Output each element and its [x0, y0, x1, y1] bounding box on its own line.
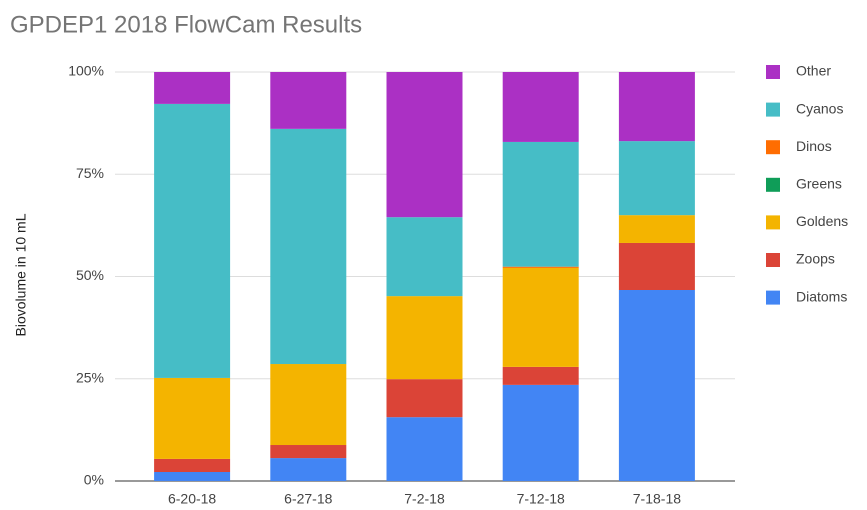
bar-segment — [502, 267, 579, 367]
legend-swatch — [766, 290, 780, 305]
legend-label: Goldens — [796, 213, 848, 229]
bar-segment — [502, 141, 579, 267]
bar-segment — [154, 472, 231, 481]
y-tick-label: 0% — [84, 472, 104, 488]
bar-segment — [386, 379, 463, 418]
bar-segment — [386, 217, 463, 297]
legend-swatch — [766, 215, 780, 230]
bar-segment — [502, 72, 579, 142]
legend-swatch — [766, 253, 780, 267]
bar-segment — [386, 296, 463, 380]
y-tick-label: 50% — [76, 267, 104, 283]
bar-segment — [386, 417, 463, 481]
legend-swatch — [766, 140, 780, 155]
bar-segment — [270, 128, 347, 365]
x-tick-label: 7-2-18 — [404, 491, 445, 507]
bar-segment — [154, 458, 231, 473]
bar-segment — [618, 242, 695, 290]
y-axis-title: Biovolume in 10 mL — [13, 213, 29, 336]
bar-segment — [618, 141, 695, 216]
bar-segment — [502, 384, 579, 481]
bar-segment — [618, 215, 695, 243]
legend-label: Other — [796, 63, 831, 79]
legend-swatch — [766, 65, 780, 79]
legend-label: Cyanos — [796, 100, 843, 116]
bar-segment — [502, 266, 579, 268]
bar-segment — [270, 458, 347, 481]
y-tick-label: 25% — [76, 369, 104, 385]
legend-swatch — [766, 102, 780, 117]
bar-segment — [270, 445, 347, 459]
chart-title: GPDEP1 2018 FlowCam Results — [10, 11, 362, 38]
bar-segment — [154, 377, 231, 459]
bar-segment — [270, 364, 347, 446]
bar-segment — [618, 72, 695, 142]
y-tick-label: 100% — [68, 63, 104, 79]
legend-label: Greens — [796, 176, 842, 192]
bar-segment — [386, 72, 463, 218]
y-tick-label: 75% — [76, 165, 104, 181]
bar-segment — [270, 72, 347, 129]
x-tick-label: 7-12-18 — [517, 491, 565, 507]
legend-label: Zoops — [796, 251, 835, 267]
legend-swatch — [766, 177, 780, 192]
legend-label: Dinos — [796, 138, 832, 154]
x-tick-label: 6-27-18 — [284, 491, 332, 507]
bar-segment — [154, 103, 231, 378]
bar-segment — [154, 72, 231, 104]
legend-label: Diatoms — [796, 288, 847, 304]
x-tick-label: 6-20-18 — [168, 491, 216, 507]
bar-segment — [502, 366, 579, 385]
x-tick-label: 7-18-18 — [633, 491, 681, 507]
bar-segment — [618, 289, 695, 481]
